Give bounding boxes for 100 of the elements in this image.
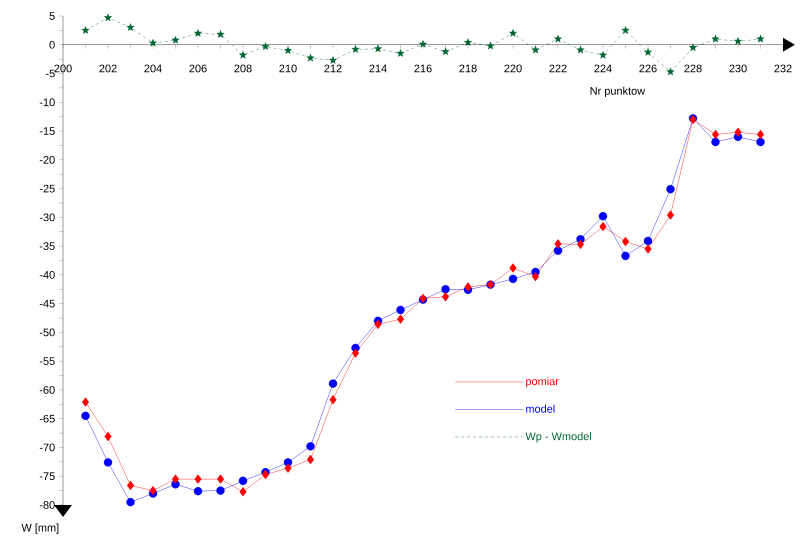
x-tick-label: 232: [774, 64, 792, 72]
point: [599, 50, 607, 58]
y-tick-label: -25: [40, 184, 55, 192]
point: [104, 432, 112, 442]
point: [126, 23, 134, 31]
point: [644, 236, 652, 245]
x-tick-label: 218: [459, 64, 477, 72]
point: [419, 40, 427, 48]
point: [262, 470, 270, 479]
point: [396, 314, 404, 324]
point: [126, 480, 134, 490]
point: [194, 28, 202, 36]
point: [689, 43, 697, 51]
point: [172, 36, 180, 44]
x-tick-label: 224: [594, 64, 612, 72]
x-tick-label: 200: [54, 64, 72, 72]
point: [644, 48, 652, 56]
point: [104, 458, 112, 466]
y-tick-label: -60: [40, 386, 55, 394]
point: [149, 486, 157, 496]
point: [576, 46, 584, 54]
x-tick-label: 206: [189, 64, 207, 72]
point: [81, 411, 90, 420]
y-tick-label: 5: [50, 12, 55, 20]
point: [216, 474, 224, 484]
point: [216, 486, 225, 495]
point: [711, 138, 720, 146]
point: [306, 54, 314, 62]
y-tick-label: -5: [46, 70, 55, 78]
x-axis-title: Nr punktow: [590, 86, 646, 97]
x-tick-label: 212: [324, 64, 342, 72]
x-tick-label: 226: [639, 64, 657, 72]
point: [666, 210, 674, 220]
point: [666, 184, 675, 194]
y-axis-title: W [mm]: [21, 523, 58, 534]
x-tick-label: 202: [99, 64, 117, 72]
point: [284, 46, 292, 54]
point: [149, 38, 157, 46]
text: model: [526, 404, 555, 413]
y-tick-label: 0: [50, 40, 55, 48]
point: [554, 238, 562, 248]
x-tick-label: 222: [549, 64, 567, 72]
point: [666, 67, 674, 76]
x-tick-label: 208: [234, 64, 252, 72]
point: [329, 394, 337, 404]
point: [509, 28, 517, 36]
point: [194, 474, 202, 484]
x-tick-label: 228: [684, 64, 702, 72]
x-tick-label: 220: [504, 64, 522, 72]
point: [104, 13, 112, 21]
point: [172, 474, 180, 484]
point: [194, 486, 202, 496]
x-tick-label: 214: [369, 64, 387, 72]
point: [374, 319, 382, 329]
point: [734, 127, 742, 137]
point: [238, 476, 248, 485]
point: [396, 306, 405, 314]
point: [284, 463, 292, 473]
y-tick-label: -70: [40, 443, 55, 452]
point: [329, 56, 337, 64]
point: [712, 130, 720, 140]
point: [126, 498, 135, 506]
point: [442, 47, 450, 55]
x-tick-label: 204: [144, 64, 162, 72]
point: [644, 244, 652, 254]
x-tick-label: 216: [414, 64, 432, 72]
y-tick-label: -45: [40, 300, 55, 308]
point: [532, 46, 540, 54]
point: [442, 292, 450, 302]
point: [756, 138, 765, 146]
y-tick-label: -80: [40, 500, 55, 509]
point: [622, 236, 630, 246]
point: [328, 379, 338, 388]
point: [262, 42, 270, 50]
point: [622, 26, 630, 34]
y-tick-label: -20: [40, 156, 55, 164]
x-tick-label: 210: [279, 64, 297, 72]
point: [621, 252, 630, 260]
point: [464, 282, 472, 292]
point: [756, 34, 764, 42]
point: [239, 486, 247, 496]
y-tick-label: -65: [40, 414, 55, 422]
x-tick-label: 230: [729, 64, 747, 72]
point: [216, 30, 224, 38]
y-tick-label: -75: [40, 472, 55, 480]
point: [441, 284, 450, 294]
point: [509, 263, 517, 272]
point: [464, 38, 472, 46]
point: [82, 26, 90, 34]
y-tick-label: -10: [40, 98, 55, 106]
point: [508, 274, 518, 283]
y-tick-label: -35: [40, 242, 55, 250]
y-tick-label: -40: [40, 270, 55, 279]
point: [374, 44, 382, 52]
text: pomiar: [526, 376, 559, 388]
point: [352, 45, 360, 53]
y-tick-label: -30: [40, 213, 55, 222]
point: [352, 348, 360, 358]
point: [532, 272, 540, 282]
point: [712, 34, 720, 42]
